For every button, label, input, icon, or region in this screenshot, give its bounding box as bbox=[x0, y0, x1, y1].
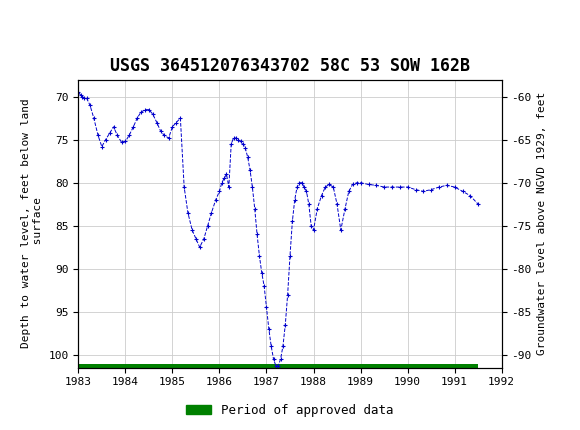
Bar bbox=[78, 364, 478, 368]
Y-axis label: Groundwater level above NGVD 1929, feet: Groundwater level above NGVD 1929, feet bbox=[537, 92, 547, 355]
Legend: Period of approved data: Period of approved data bbox=[181, 399, 399, 421]
Text: ≈USGS: ≈USGS bbox=[14, 12, 85, 29]
Title: USGS 364512076343702 58C 53 SOW 162B: USGS 364512076343702 58C 53 SOW 162B bbox=[110, 57, 470, 75]
Y-axis label: Depth to water level, feet below land
 surface: Depth to water level, feet below land su… bbox=[21, 99, 43, 348]
